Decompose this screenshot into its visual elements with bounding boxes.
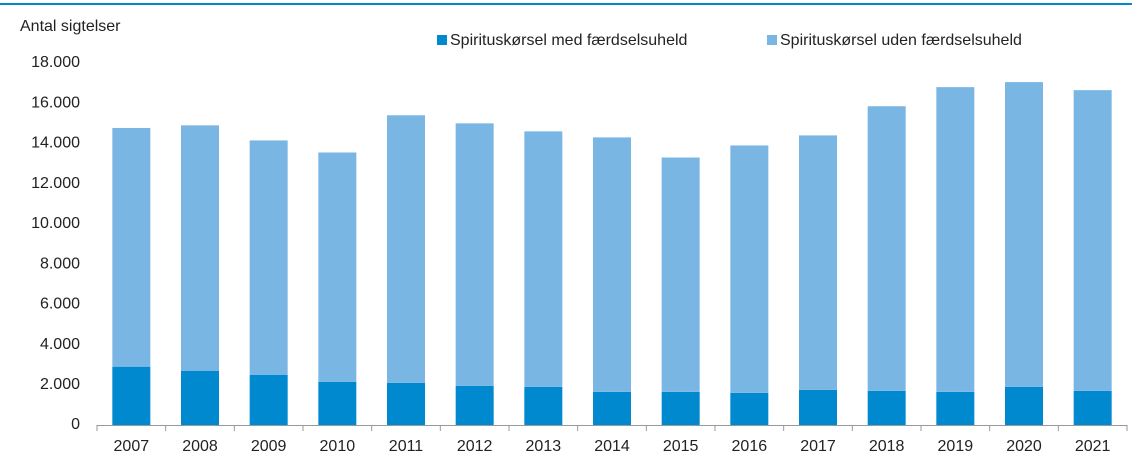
bar-segment	[455, 123, 494, 386]
x-tick-label: 2008	[182, 438, 218, 455]
x-tick-label: 2021	[1075, 438, 1111, 455]
bar-segment	[1073, 90, 1112, 391]
bar-segment	[799, 135, 837, 390]
y-tick-label: 14.000	[31, 135, 80, 152]
bar-segment	[112, 366, 151, 425]
bar-segment	[249, 374, 288, 425]
y-tick-label: 12.000	[31, 175, 80, 192]
y-tick-label: 2.000	[40, 376, 80, 393]
bar-segment	[799, 389, 837, 425]
x-tick-label: 2014	[594, 438, 630, 455]
bar-segment	[387, 115, 425, 383]
x-tick-label: 2017	[800, 438, 836, 455]
x-tick-label: 2016	[732, 438, 768, 455]
bar-segment	[112, 127, 151, 367]
bar-segment	[1005, 386, 1043, 425]
legend-label: Spirituskørsel uden færdselsuheld	[780, 32, 1022, 49]
x-tick-label: 2013	[526, 438, 562, 455]
bar-segment	[181, 370, 219, 425]
legend-swatch	[437, 35, 447, 45]
bar-segment	[524, 386, 563, 425]
bar-segment	[318, 152, 357, 382]
bar-segment	[936, 87, 975, 392]
y-tick-label: 0	[71, 416, 80, 433]
x-tick-label: 2012	[457, 438, 493, 455]
bar-segment	[593, 137, 631, 392]
bar-segment	[249, 140, 288, 375]
bar-segment	[661, 391, 700, 425]
y-tick-label: 6.000	[40, 296, 80, 313]
bar-segment	[387, 382, 425, 425]
bar-segment	[1005, 82, 1043, 387]
bar-segment	[730, 392, 769, 425]
x-tick-label: 2018	[869, 438, 905, 455]
x-tick-label: 2010	[320, 438, 356, 455]
bar-segment	[455, 385, 494, 425]
x-tick-label: 2011	[389, 438, 424, 455]
bar-segment	[661, 157, 700, 392]
y-tick-label: 10.000	[31, 215, 80, 232]
y-axis-label: Antal sigtelser	[20, 18, 121, 35]
bar-segment	[1073, 390, 1112, 425]
y-tick-label: 16.000	[31, 94, 80, 111]
y-tick-label: 18.000	[31, 54, 80, 71]
x-tick-label: 2007	[114, 438, 150, 455]
bar-segment	[318, 381, 357, 425]
bar-segment	[867, 390, 906, 425]
bar-segment	[524, 131, 563, 387]
legend-label: Spirituskørsel med færdselsuheld	[450, 32, 687, 49]
bar-segment	[936, 391, 975, 425]
bar-segment	[593, 391, 631, 425]
y-tick-label: 8.000	[40, 255, 80, 272]
y-tick-label: 4.000	[40, 336, 80, 353]
x-tick-label: 2015	[663, 438, 699, 455]
bar-segment	[730, 145, 769, 393]
x-tick-label: 2019	[938, 438, 974, 455]
bar-segment	[867, 106, 906, 391]
x-tick-label: 2020	[1006, 438, 1042, 455]
legend-swatch	[767, 35, 777, 45]
bar-segment	[181, 125, 219, 371]
x-tick-label: 2009	[251, 438, 287, 455]
